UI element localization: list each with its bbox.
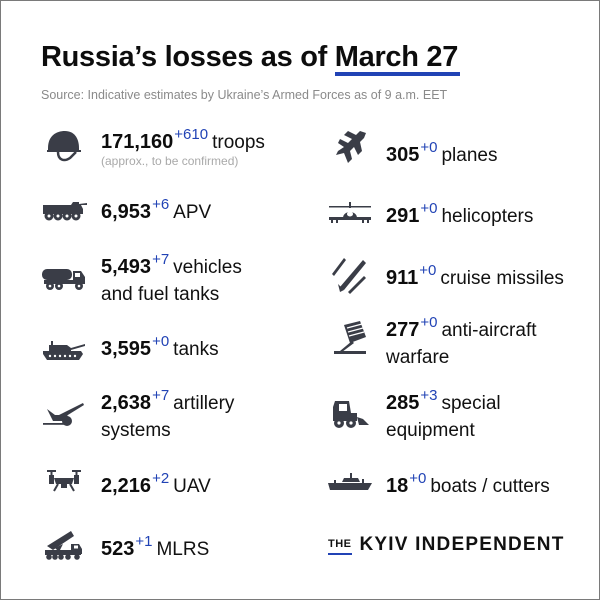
stat-value: 2,216: [101, 475, 152, 497]
stat-delta: +2: [152, 470, 170, 487]
stat-label: vehicles: [173, 257, 242, 278]
stat-mlrs: 523+1 MLRS: [101, 533, 210, 564]
stat-label: troops: [212, 132, 265, 153]
stat-helicopters: 291+0 helicopters: [386, 200, 534, 231]
stat-label: artillery: [173, 393, 235, 414]
logo-name: KYIV INDEPENDENT: [359, 534, 565, 555]
stat-value: 911: [386, 267, 419, 289]
stat-delta: +0: [420, 139, 438, 156]
stat-anti-aircraft: 277+0 anti-aircraft warfare: [386, 314, 537, 371]
stat-label: cruise missiles: [440, 268, 564, 289]
helmet-icon: [39, 126, 89, 166]
stat-value: 523: [101, 538, 135, 560]
source-note: Source: Indicative estimates by Ukraine’…: [41, 88, 448, 102]
title-date: March 27: [334, 41, 461, 76]
stat-special-equipment: 285+3 special equipment: [386, 387, 501, 444]
title-prefix: Russia’s losses as of: [41, 41, 327, 73]
ship-icon: [325, 463, 375, 503]
missiles-icon: [325, 255, 375, 295]
stat-tanks: 3,595+0 tanks: [101, 333, 219, 364]
stat-value: 2,638: [101, 392, 152, 414]
stat-delta: +6: [152, 196, 170, 213]
helicopter-icon: [325, 195, 375, 235]
logo-the: THE: [328, 538, 352, 555]
stat-delta: +0: [152, 333, 170, 350]
stat-delta: +0: [409, 470, 427, 487]
stat-note: (approx., to be confirmed): [101, 154, 239, 168]
stat-delta: +0: [420, 200, 438, 217]
jet-icon: [325, 129, 375, 169]
stat-label: APV: [173, 202, 212, 223]
stat-label-line2: equipment: [386, 420, 475, 441]
stat-delta: +1: [135, 533, 153, 550]
stat-label: boats / cutters: [430, 476, 550, 497]
tank-icon: [39, 331, 89, 371]
stat-label: special: [441, 393, 501, 414]
drone-icon: [39, 463, 89, 503]
stat-label-line2: systems: [101, 420, 171, 441]
stat-value: 285: [386, 392, 420, 414]
stat-label-line2: warfare: [386, 347, 450, 368]
stat-label: MLRS: [156, 539, 210, 560]
stat-delta: +610: [174, 126, 209, 143]
kyiv-independent-logo: THE KYIV INDEPENDENT: [328, 534, 565, 556]
stat-delta: +0: [419, 262, 437, 279]
stat-uav: 2,216+2 UAV: [101, 470, 211, 501]
stat-label: tanks: [173, 339, 219, 360]
loader-icon: [325, 394, 375, 434]
stat-value: 277: [386, 319, 420, 341]
stat-value: 3,595: [101, 338, 152, 360]
stat-troops: 171,160+610 troops (approx., to be confir…: [101, 126, 265, 168]
stat-value: 305: [386, 144, 420, 166]
stat-label: anti-aircraft: [441, 320, 537, 341]
mlrs-icon: [39, 525, 89, 565]
stat-cruise-missiles: 911+0 cruise missiles: [386, 262, 564, 293]
stat-delta: +3: [420, 387, 438, 404]
anti-aircraft-icon: [325, 319, 375, 359]
fuel-truck-icon: [39, 258, 89, 298]
stat-value: 5,493: [101, 256, 152, 278]
stat-planes: 305+0 planes: [386, 139, 498, 170]
stat-label-line2: and fuel tanks: [101, 284, 220, 305]
stat-apv: 6,953+6 APV: [101, 196, 212, 227]
stat-delta: +7: [152, 251, 170, 268]
stat-vehicles: 5,493+7 vehicles and fuel tanks: [101, 251, 242, 308]
stat-value: 6,953: [101, 201, 152, 223]
stat-label: helicopters: [441, 206, 534, 227]
artillery-icon: [39, 394, 89, 434]
stat-delta: +7: [152, 387, 170, 404]
apv-icon: [39, 191, 89, 231]
stat-label: planes: [441, 145, 498, 166]
stat-value: 18: [386, 475, 409, 497]
stat-value: 291: [386, 205, 420, 227]
stat-delta: +0: [420, 314, 438, 331]
stat-label: UAV: [173, 476, 211, 497]
page-title: Russia’s losses as of March 27: [41, 41, 461, 76]
stat-artillery: 2,638+7 artillery systems: [101, 387, 235, 444]
stat-boats: 18+0 boats / cutters: [386, 470, 550, 501]
stat-value: 171,160: [101, 131, 174, 153]
